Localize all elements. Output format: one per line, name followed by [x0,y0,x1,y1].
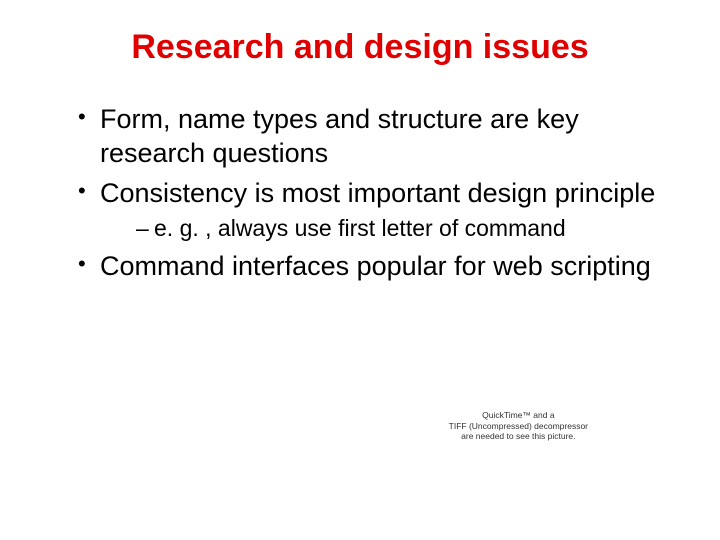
bullet-text: Command interfaces popular for web scrip… [100,251,651,281]
sub-bullet-text: e. g. , always use first letter of comma… [154,215,566,241]
quicktime-line: TIFF (Uncompressed) decompressor [449,421,588,432]
bullet-item: Consistency is most important design pri… [78,177,680,245]
quicktime-line: QuickTime™ and a [449,410,588,421]
sub-bullet-list: e. g. , always use first letter of comma… [100,214,680,244]
bullet-text: Consistency is most important design pri… [100,178,655,208]
quicktime-placeholder: QuickTime™ and a TIFF (Uncompressed) dec… [449,410,588,442]
slide-title: Research and design issues [40,28,680,67]
sub-bullet-item: e. g. , always use first letter of comma… [136,214,680,244]
bullet-item: Form, name types and structure are key r… [78,103,680,171]
bullet-text: Form, name types and structure are key r… [100,104,579,168]
bullet-list: Form, name types and structure are key r… [40,103,680,284]
quicktime-line: are needed to see this picture. [449,431,588,442]
bullet-item: Command interfaces popular for web scrip… [78,250,680,284]
